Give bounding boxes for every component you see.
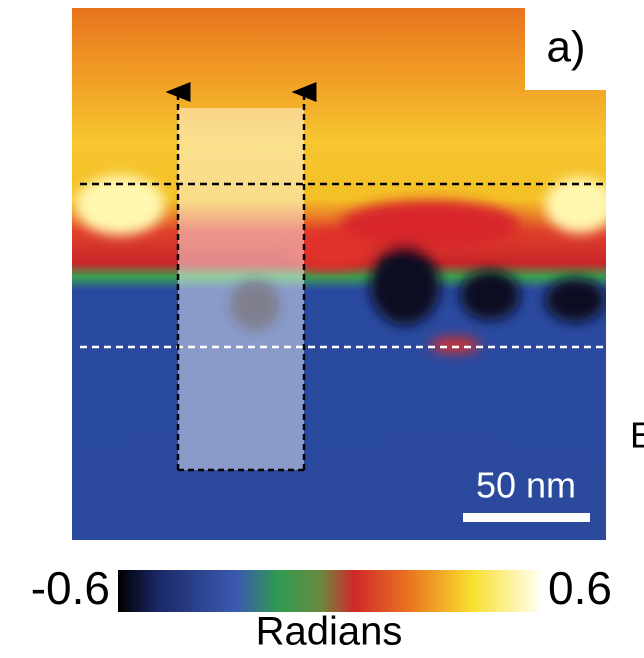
- colorbar: [118, 570, 540, 612]
- scale-bar-label: 50 nm: [476, 465, 576, 506]
- panel-label: a): [546, 23, 585, 72]
- edge-text: E: [630, 415, 644, 456]
- colorbar-max: 0.6: [548, 562, 612, 614]
- label-box: [525, 8, 606, 90]
- colorbar-label: Radians: [256, 610, 403, 654]
- colorbar-min: -0.6: [31, 562, 110, 614]
- phase-map: [72, 8, 606, 540]
- scale-bar: [463, 513, 590, 522]
- highlight-region: [178, 108, 304, 470]
